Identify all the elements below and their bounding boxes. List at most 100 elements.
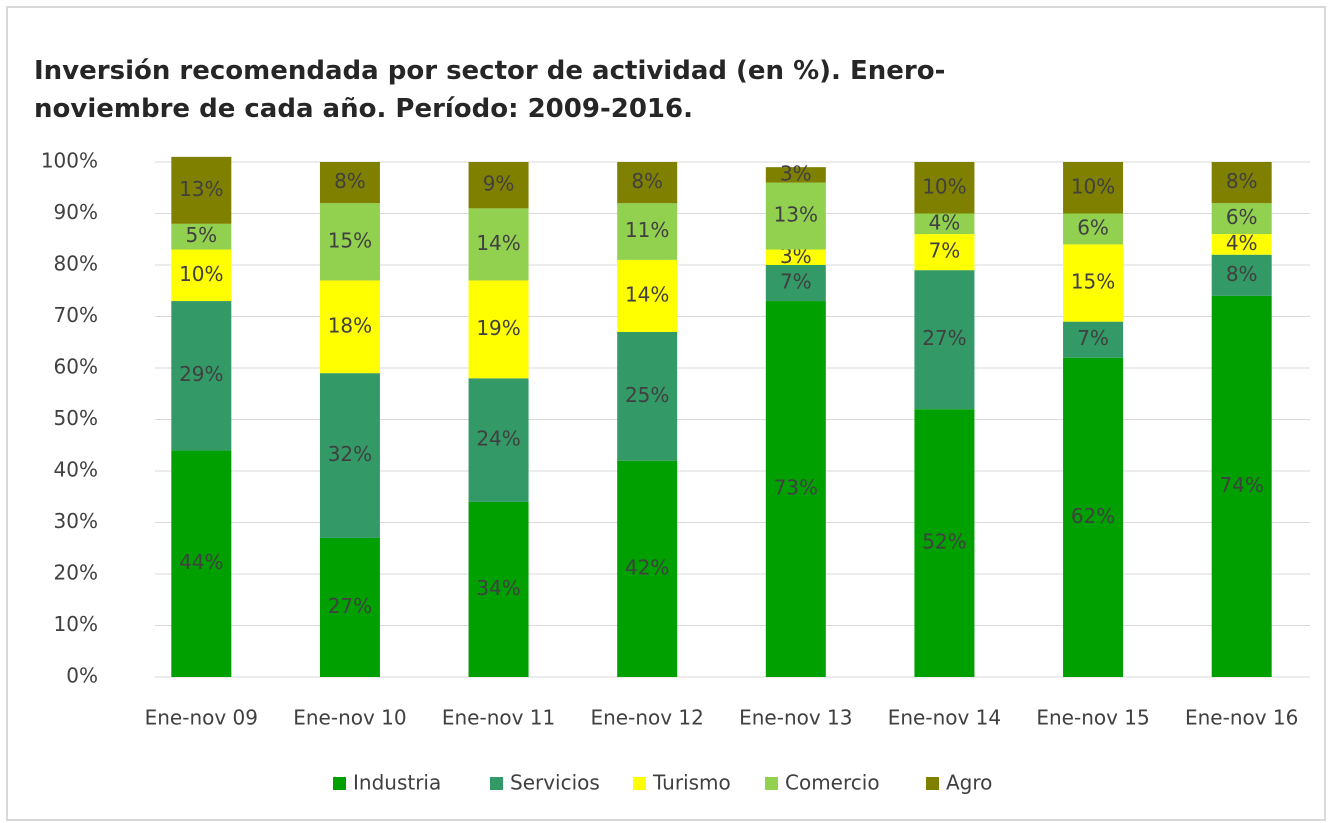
bar-segment [319,280,380,374]
y-tick-label: 60% [54,355,98,379]
data-label: 5% [185,223,217,247]
bar-segment [1063,213,1124,245]
bar-segment [914,162,975,214]
bar-segment [914,409,975,677]
bar-segment [765,167,826,183]
legend-label: Turismo [652,771,731,795]
data-label: 27% [922,326,966,350]
x-tick-label: Ene-nov 12 [590,706,703,730]
data-label: 8% [1226,262,1258,286]
data-label: 73% [774,476,818,500]
y-tick-label: 20% [54,561,98,585]
data-label: 27% [328,594,372,618]
data-label: 32% [328,442,372,466]
data-label: 14% [625,282,669,306]
legend-label: Agro [946,771,992,795]
legend-label: Comercio [785,771,880,795]
bar-segment [1063,244,1124,322]
bar-segment [617,259,678,332]
legend-swatch [765,777,778,790]
data-label: 6% [1226,205,1258,229]
bar-segment [765,301,826,677]
data-label: 13% [179,177,223,201]
data-label: 8% [334,169,366,193]
bar-segment [914,270,975,410]
bar-segment [319,203,380,281]
bar-segment [765,265,826,302]
bar-segment [1063,321,1124,358]
y-tick-label: 70% [54,303,98,327]
data-label: 15% [328,228,372,252]
y-tick-label: 80% [54,252,98,276]
bar-segment [765,249,826,265]
y-tick-label: 50% [54,406,98,430]
bar-segment [468,162,529,209]
data-label: 29% [179,362,223,386]
data-label: 8% [631,169,663,193]
bar-segment [171,156,232,224]
bar-segment [1211,234,1272,255]
data-label: 52% [922,530,966,554]
data-label: 18% [328,313,372,337]
y-tick-label: 10% [54,612,98,636]
data-label: 19% [476,316,520,340]
bar-segment [617,203,678,260]
bar-segment [468,280,529,379]
legend-label: Industria [353,771,441,795]
y-tick-label: 0% [66,664,98,688]
data-label: 4% [929,210,961,234]
x-tick-label: Ene-nov 15 [1036,706,1149,730]
x-tick-label: Ene-nov 11 [442,706,555,730]
data-label: 8% [1226,169,1258,193]
x-tick-label: Ene-nov 09 [145,706,258,730]
chart-title: Inversión recomendada por sector de acti… [34,56,946,124]
data-label: 7% [929,239,961,263]
bar-segment [914,213,975,235]
bar-segment [468,378,529,502]
bar-segment [1211,295,1272,677]
y-tick-label: 40% [54,458,98,482]
data-label: 15% [1071,270,1115,294]
bar-segment [765,182,826,250]
bar-segment [171,450,232,677]
x-tick-label: Ene-nov 13 [739,706,852,730]
bar-segment [171,301,232,451]
x-tick-label: Ene-nov 16 [1185,706,1298,730]
data-label: 62% [1071,504,1115,528]
data-label: 3% [780,161,812,185]
bar-segment [468,208,529,281]
data-label: 7% [1077,326,1109,350]
data-label: 14% [476,231,520,255]
bar-segment [1211,162,1272,204]
legend-swatch [926,777,939,790]
legend-swatch [490,777,503,790]
bar-segment [319,162,380,204]
data-label: 6% [1077,215,1109,239]
data-label: 7% [780,270,812,294]
data-label: 74% [1219,473,1263,497]
data-label: 10% [1071,174,1115,198]
data-label: 25% [625,383,669,407]
data-label: 4% [1226,231,1258,255]
data-label: 34% [476,576,520,600]
data-label: 9% [483,172,515,196]
data-label: 11% [625,218,669,242]
legend-swatch [333,777,346,790]
bar-segment [1063,162,1124,214]
bar-segment [1211,254,1272,296]
data-label: 42% [625,555,669,579]
x-tick-label: Ene-nov 10 [293,706,406,730]
bar-segment [1211,203,1272,235]
data-label: 24% [476,427,520,451]
legend-swatch [633,777,646,790]
data-label: 13% [774,203,818,227]
bar-segment [171,223,232,250]
bar-segment [914,234,975,271]
bar-segment [617,162,678,204]
data-label: 10% [922,174,966,198]
chart-frame [6,6,1326,821]
bar-segment [319,373,380,538]
bar-segment [171,249,232,302]
